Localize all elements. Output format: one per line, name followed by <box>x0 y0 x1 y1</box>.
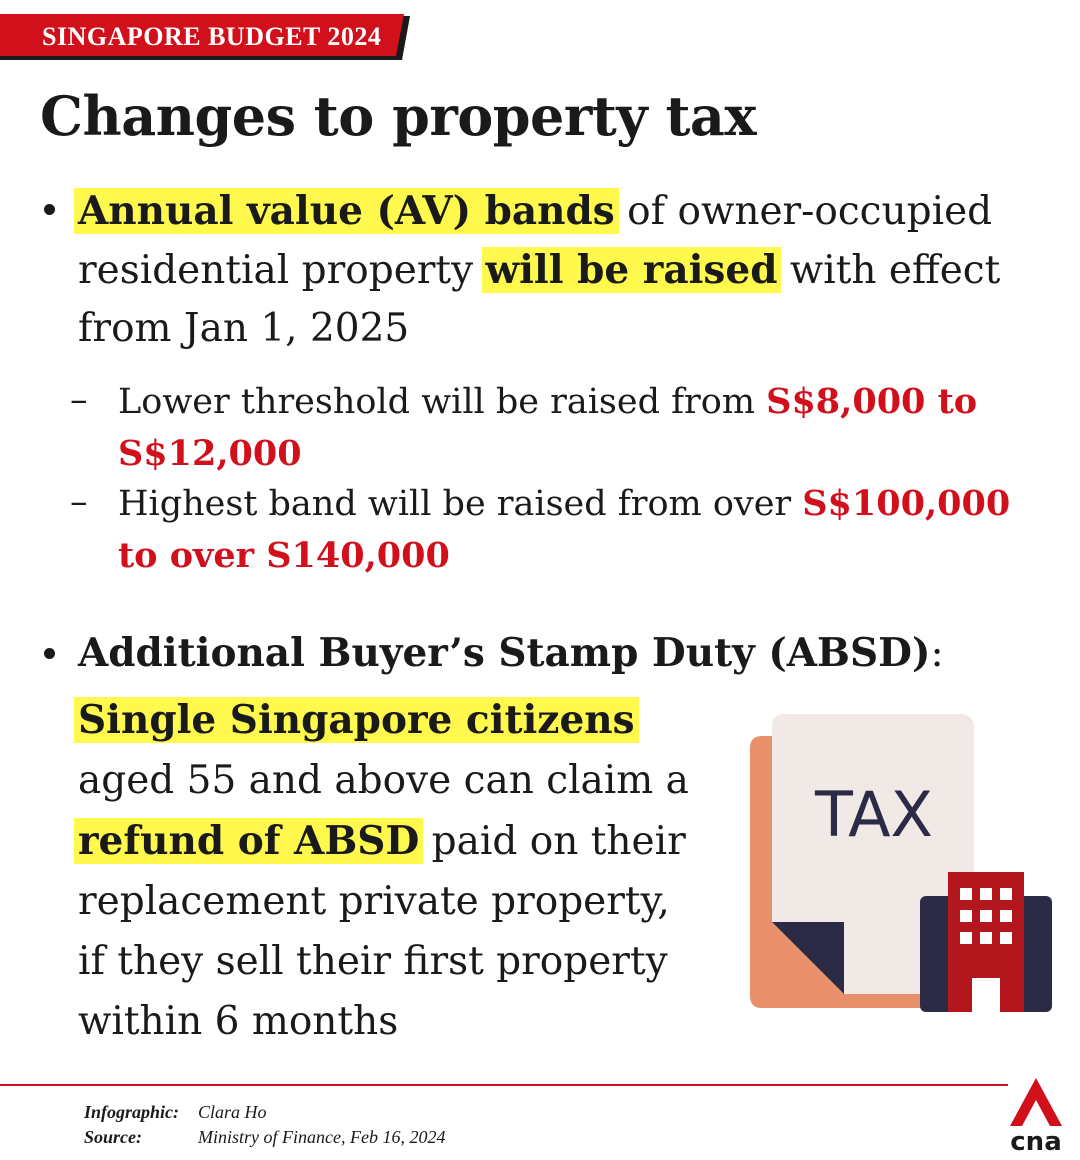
absd-heading: Additional Buyer’s Stamp Duty (ABSD) <box>78 630 931 676</box>
footer-credits: Infographic: Clara Ho Source: Ministry of … <box>84 1100 445 1150</box>
highlight-refund: refund of ABSD <box>74 818 424 864</box>
absd-text: if they sell their first property <box>78 939 668 984</box>
bullet-dot <box>44 648 55 659</box>
highlight-raised: will be raised <box>481 247 782 293</box>
tag-label: SINGAPORE BUDGET 2024 <box>42 22 382 51</box>
bullet-text: of owner-occupied residential property <box>78 189 993 293</box>
bullet-av-bands: Annual value (AV) bands of owner-occupie… <box>74 182 1008 358</box>
source-value: Ministry of Finance, Feb 16, 2024 <box>198 1127 446 1147</box>
value-lower-threshold: S$8,000 to S$12,000 <box>118 381 978 474</box>
dash-marker: – <box>70 380 88 420</box>
sub-text: Highest band will be raised from over <box>118 484 803 524</box>
source-label: Source: <box>84 1127 142 1147</box>
sub-item-lower-threshold: Lower threshold will be raised from S$8,… <box>118 376 1018 480</box>
highlight-av-bands: Annual value (AV) bands <box>74 188 619 234</box>
dash-marker: – <box>70 482 88 522</box>
absd-text: replacement private property, <box>78 879 670 924</box>
tax-document-building-icon: TAX <box>744 708 1054 1014</box>
section-tag: SINGAPORE BUDGET 2024 <box>0 14 410 60</box>
absd-text: within 6 months <box>78 999 399 1044</box>
tax-label: TAX <box>814 778 933 851</box>
bullet-dot <box>44 204 55 215</box>
logo-text: cna <box>1010 1127 1061 1152</box>
footer-divider <box>0 1084 1008 1086</box>
absd-colon: : <box>930 631 944 676</box>
bullet-text: with effect from Jan 1, 2025 <box>78 248 1001 351</box>
absd-paragraph: Single Singapore citizens aged 55 and ab… <box>74 690 718 1052</box>
bullet-absd-heading: Additional Buyer’s Stamp Duty (ABSD): <box>78 624 1038 683</box>
page-title: Changes to property tax <box>40 84 757 148</box>
absd-text: aged 55 and above can claim a <box>78 758 689 803</box>
cna-logo: cna <box>1004 1076 1068 1157</box>
infographic-label: Infographic: <box>84 1102 180 1122</box>
sub-item-highest-band: Highest band will be raised from over S$… <box>118 478 1018 582</box>
infographic-value: Clara Ho <box>198 1102 267 1122</box>
sub-text: Lower threshold will be raised from <box>118 382 767 422</box>
value-highest-band: S$100,000 to over S140,000 <box>118 483 1011 576</box>
absd-text: paid on their <box>419 819 686 864</box>
highlight-single-citizens: Single Singapore citizens <box>74 697 639 743</box>
